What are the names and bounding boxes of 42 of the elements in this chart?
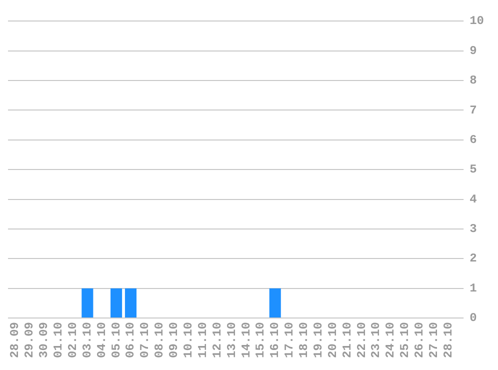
x-tick-label: 03.10 <box>80 322 94 358</box>
x-tick-label: 29.09 <box>22 322 37 358</box>
x-tick-label: 14.10 <box>239 322 254 358</box>
y-tick-label: 7 <box>470 103 477 118</box>
y-tick-label: 0 <box>470 311 477 326</box>
x-tick-label: 01.10 <box>52 322 66 358</box>
y-tick-label: 9 <box>470 44 477 58</box>
y-tick-label: 1 <box>470 281 477 296</box>
x-tick-label: 19.10 <box>311 322 326 358</box>
x-tick-label: 02.10 <box>66 322 80 358</box>
x-tick-label: 24.10 <box>384 322 398 358</box>
x-tick-label: 25.10 <box>398 322 412 358</box>
x-tick-label: 16.10 <box>268 322 282 358</box>
x-tick-label: 10.10 <box>182 322 196 358</box>
x-tick-label: 06.10 <box>124 322 138 358</box>
x-tick-label: 30.09 <box>37 322 52 358</box>
x-tick-label: 22.10 <box>354 322 369 358</box>
x-tick-label: 04.10 <box>94 322 109 358</box>
x-tick-label: 28.10 <box>441 322 456 358</box>
x-tick-label: 12.10 <box>210 322 224 358</box>
y-tick-label: 2 <box>470 252 477 266</box>
x-tick-label: 05.10 <box>109 322 124 358</box>
x-tick-label: 15.10 <box>254 322 268 358</box>
x-tick-label: 27.10 <box>426 322 441 358</box>
x-tick-label: 17.10 <box>282 322 297 358</box>
x-tick-label: 08.10 <box>152 322 167 358</box>
y-tick-label: 10 <box>470 14 484 28</box>
y-tick-label: 5 <box>470 162 477 177</box>
x-tick-label: 18.10 <box>297 322 312 358</box>
x-tick-label: 13.10 <box>224 322 239 358</box>
y-tick-label: 8 <box>470 74 477 88</box>
x-tick-label: 23.10 <box>369 322 384 358</box>
x-tick-label: 21.10 <box>340 322 354 358</box>
x-tick-label: 11.10 <box>196 322 210 358</box>
y-tick-label: 3 <box>470 222 477 236</box>
y-tick-label: 4 <box>470 192 477 206</box>
x-tick-label: 28.09 <box>8 322 22 358</box>
x-tick-label: 07.10 <box>138 322 152 358</box>
x-tick-label: 20.10 <box>326 322 340 358</box>
y-tick-label: 6 <box>470 132 477 147</box>
x-tick-label: 09.10 <box>167 322 182 358</box>
x-tick-label: 26.10 <box>412 322 427 358</box>
